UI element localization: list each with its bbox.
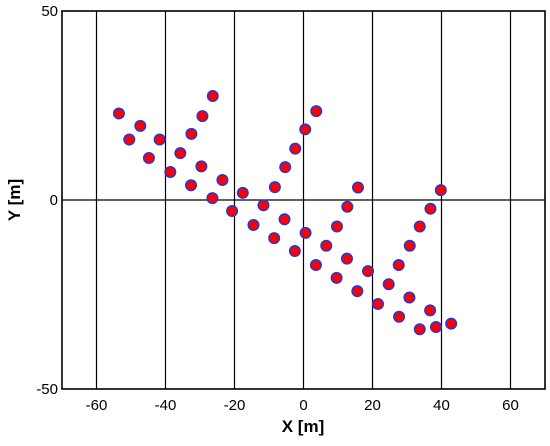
data-point <box>330 220 343 233</box>
x-tick-label: -60 <box>86 397 108 414</box>
data-point <box>153 133 166 146</box>
data-point <box>382 278 395 291</box>
y-axis-label: Y [m] <box>5 179 24 221</box>
data-point <box>279 161 292 174</box>
points-layer <box>112 90 458 336</box>
data-point <box>289 142 302 155</box>
x-axis-label: X [m] <box>282 417 325 436</box>
data-point <box>330 271 343 284</box>
data-point <box>352 181 365 194</box>
plot-frame <box>61 10 546 390</box>
data-point <box>268 181 281 194</box>
tick-label-layer: -60 -40 -20 0 20 40 60 -50 0 50 <box>36 3 519 414</box>
y-tick-label: 0 <box>50 192 58 209</box>
data-point <box>372 297 385 310</box>
data-point <box>403 239 416 252</box>
data-point <box>310 105 323 118</box>
data-point <box>216 173 229 186</box>
data-point <box>226 204 239 217</box>
data-point <box>185 179 198 192</box>
data-point <box>112 107 125 120</box>
data-point <box>424 304 437 317</box>
data-point <box>164 166 177 179</box>
data-point <box>236 186 249 199</box>
x-tick-label: 0 <box>299 397 307 414</box>
data-point <box>257 199 270 212</box>
data-point <box>429 321 442 334</box>
data-point <box>206 192 219 205</box>
x-tick-label: -20 <box>224 397 246 414</box>
data-point <box>413 323 426 336</box>
x-tick-label: 20 <box>364 397 381 414</box>
data-point <box>247 218 260 231</box>
data-point <box>320 239 333 252</box>
data-point <box>351 285 364 298</box>
data-point <box>196 110 209 123</box>
x-tick-label: 60 <box>502 397 519 414</box>
data-point <box>403 291 416 304</box>
data-point <box>268 232 281 245</box>
grid-layer <box>62 11 545 389</box>
data-point <box>413 220 426 233</box>
data-point <box>393 310 406 323</box>
data-point <box>142 152 155 165</box>
data-point <box>288 245 301 258</box>
data-point <box>445 317 458 330</box>
data-point <box>123 133 136 146</box>
y-tick-label: -50 <box>36 381 58 398</box>
data-point <box>299 123 312 136</box>
data-point <box>206 90 219 103</box>
data-point <box>309 259 322 272</box>
x-tick-label: 40 <box>433 397 450 414</box>
data-point <box>362 265 375 278</box>
data-point <box>174 147 187 160</box>
data-point <box>434 184 447 197</box>
data-point <box>424 202 437 215</box>
data-point <box>195 160 208 173</box>
x-tick-label: -40 <box>155 397 177 414</box>
y-tick-label: 50 <box>41 3 58 20</box>
data-point <box>299 226 312 239</box>
data-point <box>392 259 405 272</box>
data-point <box>340 252 353 265</box>
data-point <box>341 200 354 213</box>
data-point <box>278 213 291 226</box>
data-point <box>185 127 198 140</box>
data-point <box>134 119 147 132</box>
